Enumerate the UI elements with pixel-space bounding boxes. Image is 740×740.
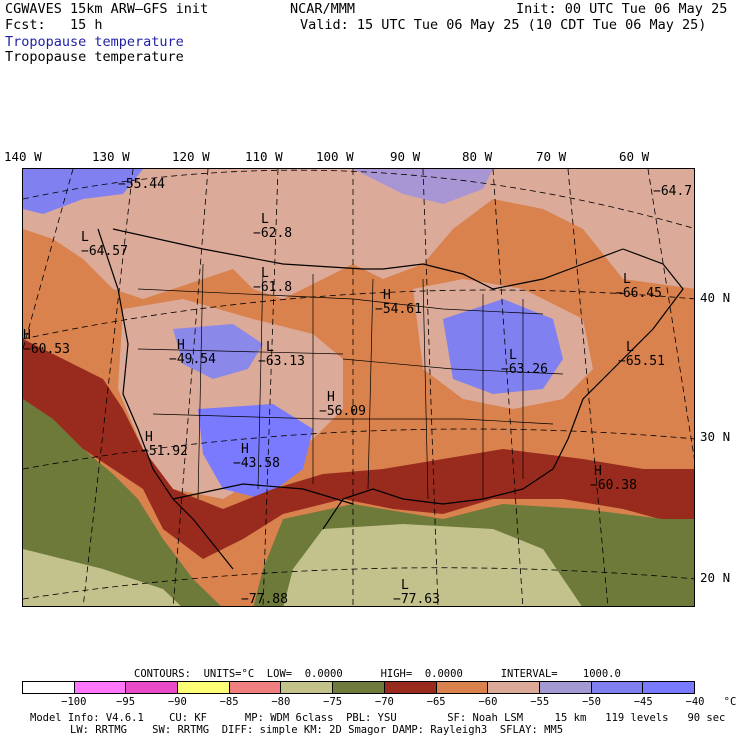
fill-minus70-65 xyxy=(23,339,694,559)
contour-info: CONTOURS: UNITS=°C LOW= 0.0000 HIGH= 0.0… xyxy=(134,668,621,680)
colorbar-swatch xyxy=(333,682,385,693)
colorbar-tick-label: −65 xyxy=(426,696,446,708)
extremum-label: L −66.45 xyxy=(615,272,662,301)
lon-label: 130 W xyxy=(92,149,130,164)
colorbar-swatch xyxy=(643,682,694,693)
colorbar-tick-label: °C xyxy=(723,696,737,708)
lon-label: 110 W xyxy=(245,149,283,164)
extremum-label: L −63.13 xyxy=(258,340,305,369)
fill-minus50-45 xyxy=(23,169,143,214)
extremum-label: −64.7 xyxy=(653,184,693,199)
extremum-label: H −60.53 xyxy=(23,328,70,357)
colorbar-tick-label: −70 xyxy=(374,696,394,708)
colorbar xyxy=(22,681,695,694)
fill-minus60-55 xyxy=(23,169,694,299)
colorbar-swatch xyxy=(281,682,334,693)
contour-field-title: Tropopause temperature xyxy=(5,49,184,65)
extremum-label: H −43.58 xyxy=(233,442,280,471)
fill-minus75-70 xyxy=(283,524,582,606)
colorbar-tick-label: −50 xyxy=(581,696,601,708)
colorbar-tick-label: −60 xyxy=(478,696,498,708)
lat-label: 20 N xyxy=(700,570,731,585)
colorbar-swatch xyxy=(126,682,179,693)
lon-label: 70 W xyxy=(536,149,567,164)
organization: NCAR/MMM xyxy=(290,1,356,17)
state-borders xyxy=(197,263,524,500)
extremum-label: L −64.57 xyxy=(81,230,128,259)
lat-label: 30 N xyxy=(700,429,731,444)
model-title: CGWAVES 15km ARW–GFS init xyxy=(5,1,209,17)
colorbar-tick-label: −80 xyxy=(271,696,291,708)
fill-minus45-40 xyxy=(198,404,313,499)
east-coast-outline xyxy=(552,248,684,470)
fill-minus55-50 xyxy=(353,169,493,204)
state-borders xyxy=(137,288,564,425)
colorbar-tick-label: −100 xyxy=(61,696,87,708)
colorbar-swatch xyxy=(436,682,489,693)
extremum-label: H −60.38 xyxy=(590,464,637,493)
great-lakes-border xyxy=(382,248,624,290)
gulf-coast-outline xyxy=(322,468,554,530)
colorbar-swatch xyxy=(539,682,592,693)
extremum-label: −77.88 xyxy=(241,592,288,607)
colorbar-swatch xyxy=(178,682,230,693)
extremum-label: H −49.54 xyxy=(169,338,216,367)
lon-label: 100 W xyxy=(316,149,354,164)
extremum-label: L −61.8 xyxy=(253,266,293,295)
colorbar-tick-label: −45 xyxy=(633,696,653,708)
valid-time: Valid: 15 UTC Tue 06 May 25 (10 CDT Tue … xyxy=(300,17,707,33)
colorbar-tick-label: −90 xyxy=(167,696,187,708)
extremum-label: L −77.63 xyxy=(393,578,440,607)
model-info: Model Info: V4.6.1 CU: KF MP: WDM 6class… xyxy=(30,712,726,724)
physics-info: LW: RRTMG SW: RRTMG DIFF: simple KM: 2D … xyxy=(70,724,564,736)
colorbar-swatch xyxy=(23,682,75,693)
lon-label: 60 W xyxy=(619,149,650,164)
colorbar-tick-label: −55 xyxy=(530,696,550,708)
extremum-label: −55.44 xyxy=(118,177,165,192)
forecast-hour: Fcst: 15 h xyxy=(5,17,103,33)
colorbar-swatch xyxy=(229,682,282,693)
lon-label: 80 W xyxy=(462,149,493,164)
colorbar-swatch xyxy=(591,682,644,693)
extremum-label: H −54.61 xyxy=(375,288,422,317)
fill-minus75-70 xyxy=(23,549,181,606)
fill-lt-minus70 xyxy=(23,399,221,606)
extremum-label: H −56.09 xyxy=(319,390,366,419)
fill-minus50-45 xyxy=(173,324,263,379)
colorbar-swatch xyxy=(488,682,540,693)
extremum-label: L −65.51 xyxy=(618,340,665,369)
colorbar-tick-label: −85 xyxy=(219,696,239,708)
colorbar-tick-label: −40 xyxy=(685,696,705,708)
extremum-label: H −51.92 xyxy=(141,430,188,459)
map-panel: −55.44 L −64.57 L −62.8 L −61.8 H −54.61 L −6… xyxy=(22,168,695,607)
shaded-field-title: Tropopause temperature xyxy=(5,34,184,50)
extremum-label: L −63.26 xyxy=(501,348,548,377)
lon-label: 140 W xyxy=(4,149,42,164)
colorbar-tick-label: −75 xyxy=(323,696,343,708)
extremum-label: L −62.8 xyxy=(253,212,293,241)
colorbar-swatch xyxy=(74,682,127,693)
colorbar-tick-label: −95 xyxy=(116,696,136,708)
lat-label: 40 N xyxy=(700,290,731,305)
canada-us-border xyxy=(112,228,383,270)
colorbar-swatch xyxy=(384,682,437,693)
lon-label: 90 W xyxy=(390,149,421,164)
west-coast-outline xyxy=(97,228,234,570)
init-time: Init: 00 UTC Tue 06 May 25 xyxy=(516,1,728,17)
map-shading xyxy=(23,169,694,606)
lon-label: 120 W xyxy=(172,149,210,164)
mexico-border xyxy=(172,483,354,505)
